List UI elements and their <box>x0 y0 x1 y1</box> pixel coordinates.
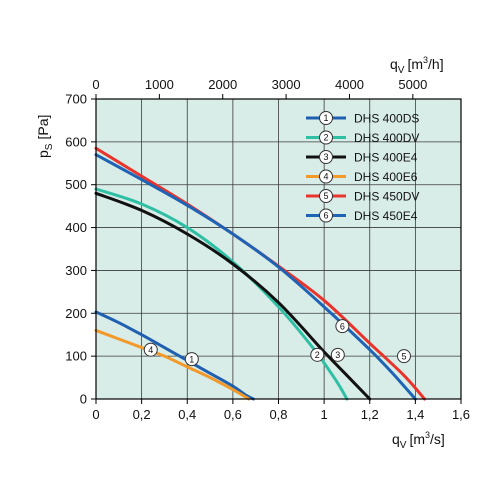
legend-marker <box>319 189 333 203</box>
series-line-6 <box>94 153 417 401</box>
series-marker-2 <box>310 347 325 362</box>
x2-tick-label: 5000 <box>398 77 427 92</box>
series-marker-label: 3 <box>335 350 340 360</box>
x-axis-ticks: 0 0,2 0,4 0,6 0,8 1 1,2 1,4 1,6 <box>92 399 470 422</box>
legend-label: DHS 400DV <box>354 131 419 145</box>
x2-tick-label: 3000 <box>272 77 301 92</box>
series-line-3 <box>94 191 372 401</box>
x2-axis-title: qV [m3/h] <box>390 55 444 76</box>
legend: 1 DHS 400DS 2 DHS 400DV 3 DHS 400E4 4 DHS 400E6… <box>306 111 419 223</box>
x-tick-label: 1,4 <box>406 407 424 422</box>
y-tick-label: 400 <box>65 220 87 235</box>
legend-marker <box>319 130 333 145</box>
x-tick-label: 0 <box>92 407 99 422</box>
series-marker-3 <box>330 347 345 362</box>
legend-label: DHS 400DS <box>354 112 419 126</box>
legend-marker <box>319 169 333 184</box>
legend-label: DHS 450E4 <box>354 209 418 223</box>
x-axis-title: qV [m3/s] <box>392 430 445 451</box>
y-tick-label: 100 <box>65 349 87 364</box>
legend-marker-label: 6 <box>323 211 328 221</box>
legend-label: DHS 400E4 <box>354 151 418 165</box>
y-tick-label: 500 <box>65 177 87 192</box>
series-line-4 <box>94 328 251 401</box>
series-markers: 1 2 3 4 5 6 <box>143 319 411 367</box>
series-marker-5 <box>396 349 411 364</box>
x-tick-label: 1,2 <box>361 407 379 422</box>
legend-marker-label: 2 <box>323 133 328 143</box>
series-marker-4 <box>143 342 158 357</box>
legend-marker-label: 3 <box>323 152 328 162</box>
y-tick-label: 700 <box>65 92 87 107</box>
legend-marker-label: 4 <box>323 172 328 182</box>
legend-label: DHS 400E6 <box>354 170 418 184</box>
legend-marker <box>319 150 333 164</box>
x-tick-label: 1,6 <box>452 407 470 422</box>
legend-label: DHS 450DV <box>354 190 419 204</box>
series-marker-label: 5 <box>401 351 406 361</box>
series-marker-label: 2 <box>315 350 320 360</box>
series-marker-label: 4 <box>148 345 153 355</box>
series-lines <box>94 146 426 401</box>
x-tick-label: 0,6 <box>224 407 242 422</box>
legend-marker <box>319 111 333 125</box>
x2-tick-label: 0 <box>92 77 99 92</box>
x2-axis-ticks: 0 1000 2000 3000 4000 5000 <box>92 77 427 99</box>
y-axis-title: pS[Pa] <box>35 115 55 158</box>
x2-tick-label: 2000 <box>208 77 237 92</box>
x-tick-label: 0,4 <box>178 407 196 422</box>
series-marker-1 <box>184 352 199 367</box>
legend-marker-label: 1 <box>323 113 328 123</box>
x-tick-label: 0,8 <box>269 407 287 422</box>
y-tick-label: 200 <box>65 306 87 321</box>
x2-tick-label: 1000 <box>145 77 174 92</box>
series-marker-label: 6 <box>340 321 345 331</box>
x-tick-label: 1 <box>321 407 328 422</box>
y-tick-label: 600 <box>65 134 87 149</box>
legend-marker-label: 5 <box>323 191 328 201</box>
series-marker-6 <box>335 319 350 334</box>
series-marker-label: 1 <box>189 354 194 364</box>
x2-tick-label: 4000 <box>335 77 364 92</box>
y-tick-label: 300 <box>65 263 87 278</box>
y-tick-label: 0 <box>80 392 87 407</box>
legend-marker <box>319 208 333 223</box>
y-axis-ticks: 0 100 200 300 400 500 600 700 <box>65 92 96 407</box>
x-tick-label: 0,2 <box>133 407 151 422</box>
